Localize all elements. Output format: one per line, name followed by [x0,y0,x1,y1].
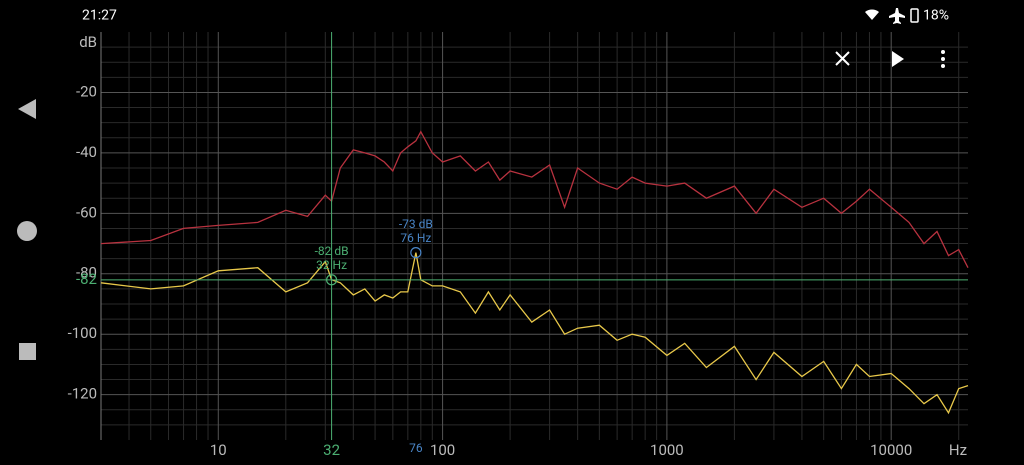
y-tick-label: -100 [68,324,97,342]
cursor-db-label: -73 dB [399,217,433,231]
y-tick-label: -20 [76,82,97,100]
cursor-hz-label: 76 Hz [400,231,431,245]
status-time: 21:27 [82,8,117,24]
airplane-icon [889,8,905,24]
y-tick-label: -120 [68,385,97,403]
y-tick-label: -60 [76,203,97,221]
y-tick-label: -40 [76,143,97,161]
cursor-y-label: -82 [76,270,97,288]
cursor-x-label: 76 [409,441,423,455]
cursor-marker [325,274,338,286]
spectrum-line [100,130,969,268]
plot: 10 100 1000 10000 -20 -40 -60 -80 -100 -120 dB Hz -8… [68,32,969,459]
menu-button[interactable] [941,50,945,68]
cursor-hz-label: 32 Hz [316,258,347,272]
x-unit-label: Hz [949,441,967,459]
x-tick-label: 10 [210,441,227,459]
nav-back[interactable] [18,99,36,119]
cursor-db-label: -82 dB [315,244,349,258]
play-button[interactable] [892,51,904,67]
nav-home[interactable] [17,221,37,241]
cursor-marker [410,247,422,259]
battery-icon [910,8,919,23]
y-tick-label: -80 [76,264,97,282]
cursor-x-label: 32 [323,441,340,459]
x-tick-label: 1000 [650,441,684,459]
x-tick-label: 10000 [870,441,912,459]
x-tick-label: 100 [430,441,455,459]
status-battery: 18% [923,8,949,24]
nav-recents[interactable] [19,343,36,360]
close-button[interactable] [835,51,850,66]
wifi-icon [865,9,879,20]
y-unit-label: dB [79,33,97,51]
